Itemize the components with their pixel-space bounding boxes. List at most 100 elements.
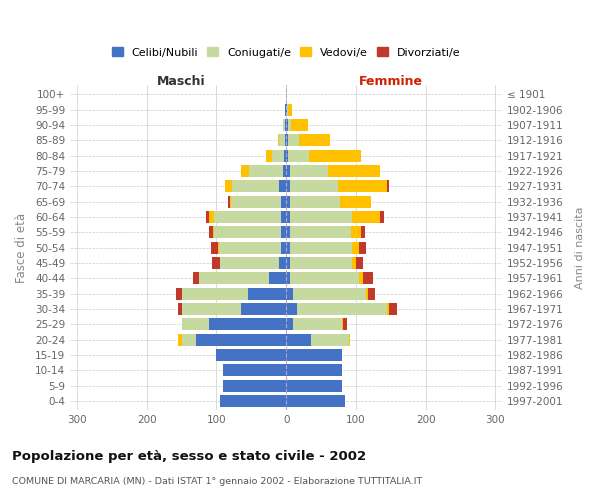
Bar — [178, 303, 182, 315]
Y-axis label: Fasce di età: Fasce di età — [15, 212, 28, 282]
Bar — [363, 272, 373, 284]
Bar — [286, 134, 288, 146]
Bar — [230, 196, 231, 207]
Bar — [338, 180, 387, 192]
Bar — [285, 104, 286, 116]
Bar — [290, 165, 328, 177]
Bar — [296, 303, 387, 315]
Bar — [223, 364, 286, 376]
Bar — [213, 226, 214, 238]
Bar — [288, 104, 292, 116]
Bar — [219, 242, 281, 254]
Text: COMUNE DI MARCARIA (MN) - Dati ISTAT 1° gennaio 2002 - Elaborazione TUTTITALIA.I: COMUNE DI MARCARIA (MN) - Dati ISTAT 1° … — [12, 478, 422, 486]
Bar — [286, 380, 342, 392]
Bar — [182, 334, 196, 345]
Bar — [199, 272, 269, 284]
Bar — [359, 272, 363, 284]
Bar — [290, 242, 352, 254]
Bar — [290, 180, 338, 192]
Bar — [359, 242, 367, 254]
Bar — [352, 211, 380, 223]
Bar — [281, 226, 286, 238]
Bar — [285, 134, 286, 146]
Bar — [286, 242, 290, 254]
Bar — [352, 242, 359, 254]
Bar — [281, 196, 286, 207]
Bar — [225, 180, 232, 192]
Bar — [223, 380, 286, 392]
Bar — [279, 257, 286, 269]
Bar — [286, 119, 287, 131]
Bar — [299, 134, 330, 146]
Bar — [367, 288, 368, 300]
Text: Femmine: Femmine — [359, 75, 423, 88]
Bar — [286, 334, 311, 345]
Bar — [272, 150, 284, 162]
Bar — [178, 334, 182, 345]
Bar — [368, 288, 375, 300]
Bar — [290, 211, 352, 223]
Bar — [286, 211, 290, 223]
Bar — [281, 211, 286, 223]
Bar — [283, 119, 286, 131]
Bar — [287, 104, 288, 116]
Bar — [286, 318, 293, 330]
Bar — [284, 150, 286, 162]
Bar — [214, 211, 281, 223]
Bar — [217, 349, 286, 361]
Bar — [176, 288, 182, 300]
Legend: Celibi/Nubili, Coniugati/e, Vedovi/e, Divorziati/e: Celibi/Nubili, Coniugati/e, Vedovi/e, Di… — [107, 43, 465, 62]
Bar — [193, 272, 199, 284]
Bar — [288, 150, 309, 162]
Bar — [290, 196, 340, 207]
Bar — [218, 242, 219, 254]
Bar — [286, 165, 290, 177]
Bar — [311, 334, 349, 345]
Bar — [209, 211, 214, 223]
Bar — [286, 104, 287, 116]
Bar — [343, 318, 347, 330]
Bar — [286, 288, 293, 300]
Bar — [328, 165, 380, 177]
Bar — [232, 180, 279, 192]
Bar — [212, 257, 220, 269]
Y-axis label: Anni di nascita: Anni di nascita — [575, 206, 585, 289]
Bar — [286, 364, 342, 376]
Bar — [286, 303, 296, 315]
Bar — [356, 257, 363, 269]
Bar — [290, 272, 359, 284]
Bar — [291, 119, 308, 131]
Bar — [387, 180, 389, 192]
Bar — [248, 288, 286, 300]
Bar — [340, 196, 371, 207]
Bar — [286, 180, 290, 192]
Bar — [286, 196, 290, 207]
Bar — [182, 303, 241, 315]
Bar — [231, 196, 281, 207]
Bar — [196, 334, 286, 345]
Bar — [206, 211, 209, 223]
Bar — [361, 226, 365, 238]
Bar — [286, 272, 290, 284]
Bar — [286, 150, 288, 162]
Bar — [286, 257, 290, 269]
Bar — [209, 226, 213, 238]
Bar — [290, 257, 352, 269]
Bar — [281, 242, 286, 254]
Bar — [182, 288, 248, 300]
Bar — [283, 165, 286, 177]
Bar — [380, 211, 384, 223]
Bar — [387, 303, 389, 315]
Bar — [278, 134, 279, 146]
Bar — [286, 349, 342, 361]
Text: Maschi: Maschi — [157, 75, 206, 88]
Bar — [249, 165, 283, 177]
Bar — [293, 288, 367, 300]
Bar — [342, 318, 343, 330]
Bar — [266, 150, 272, 162]
Bar — [288, 134, 299, 146]
Bar — [209, 318, 286, 330]
Bar — [269, 272, 286, 284]
Bar — [286, 395, 346, 407]
Bar — [279, 180, 286, 192]
